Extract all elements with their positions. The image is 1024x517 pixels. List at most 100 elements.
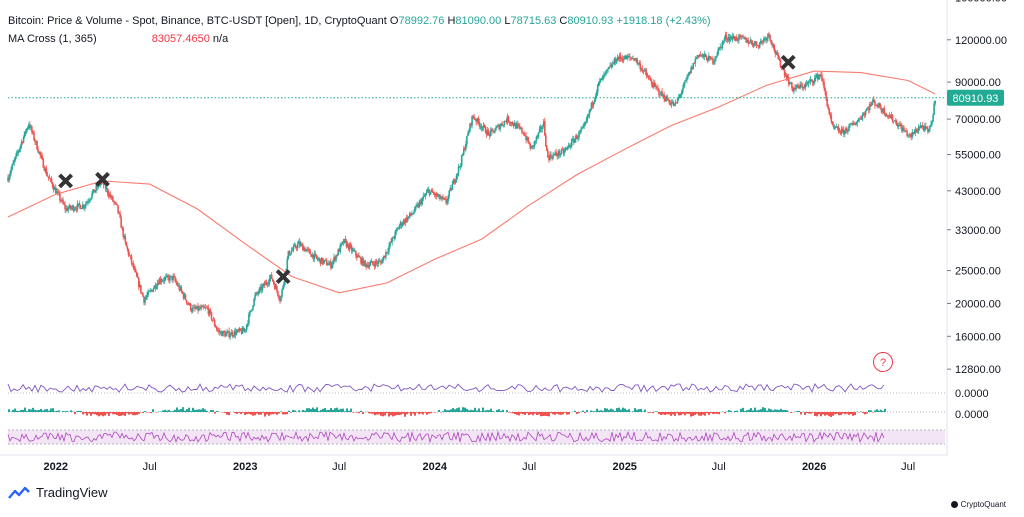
indicator-second-value: n/a: [213, 33, 228, 45]
osc2-bar: [322, 409, 324, 412]
osc3-band: [8, 430, 945, 444]
osc2-bar: [816, 412, 818, 416]
osc2-bar: [560, 412, 562, 415]
cross-marker: [277, 271, 289, 283]
candle: [126, 242, 128, 247]
help-button[interactable]: ?: [873, 352, 893, 372]
osc2-bar: [472, 410, 474, 412]
osc2-bar: [628, 409, 630, 412]
osc2-bar: [612, 409, 614, 412]
tradingview-label: TradingView: [36, 485, 108, 500]
osc2-bar: [386, 412, 388, 413]
osc2-bar: [444, 409, 446, 412]
osc2-bar: [736, 411, 738, 412]
osc2-bar: [264, 412, 266, 417]
osc2-bar: [750, 408, 752, 412]
osc2-bar: [14, 409, 16, 412]
candle: [690, 65, 692, 73]
osc2-bar: [874, 410, 876, 412]
osc2-bar: [830, 412, 832, 417]
y-tick-label: 43000.00: [955, 186, 1001, 198]
candle: [502, 125, 504, 127]
candle: [896, 119, 898, 126]
osc2-bar: [304, 411, 306, 412]
osc2-bar: [864, 412, 866, 414]
osc2-bar: [44, 409, 46, 412]
osc2-bar: [520, 412, 522, 414]
price-axis[interactable]: 160000.00120000.0090000.0070000.0055000.…: [947, 0, 1007, 376]
candle: [357, 253, 359, 258]
candle: [918, 124, 920, 134]
osc2-bar: [226, 412, 228, 415]
osc2-bar: [452, 408, 454, 412]
osc2-bar: [610, 409, 612, 412]
osc2-bar: [548, 412, 550, 416]
candle: [138, 277, 140, 290]
osc2-bar: [202, 408, 204, 412]
osc2-bar: [716, 412, 718, 414]
candle: [442, 194, 444, 200]
osc2-bar: [638, 409, 640, 412]
chart-title: Bitcoin: Price & Volume - Spot, Binance,…: [8, 15, 387, 27]
candle: [604, 73, 606, 78]
candle: [629, 53, 631, 61]
osc2-bar: [696, 412, 698, 414]
candle: [471, 116, 473, 129]
candle: [409, 211, 411, 219]
candle: [172, 273, 174, 283]
osc2-bar: [694, 412, 696, 415]
tradingview-logo[interactable]: TradingView: [8, 485, 108, 500]
osc2-bar: [318, 411, 320, 412]
osc2-bar: [136, 412, 138, 415]
osc2-bar: [380, 412, 382, 416]
osc2-bar: [324, 408, 326, 412]
osc2-bar: [640, 409, 642, 412]
osc2-bar: [574, 411, 576, 412]
osc2-bar: [578, 412, 580, 413]
osc2-bar: [772, 410, 774, 412]
osc2-bar: [412, 412, 414, 414]
osc2-bar: [488, 410, 490, 412]
osc2-bar: [250, 412, 252, 415]
candle: [766, 37, 768, 43]
osc2-bar: [80, 411, 82, 412]
osc2-bar: [92, 412, 94, 414]
tradingview-icon: [8, 486, 30, 500]
osc2-bar: [840, 412, 842, 415]
osc2-bar: [758, 410, 760, 412]
osc2-bar: [868, 410, 870, 412]
high-value: 81090.00: [455, 15, 501, 27]
osc2-bar: [776, 410, 778, 412]
osc2-bar: [390, 412, 392, 415]
candle: [29, 121, 31, 130]
osc2-bar: [274, 412, 276, 414]
osc2-bar: [76, 411, 78, 412]
osc2-bar: [862, 412, 864, 413]
candle: [64, 201, 66, 213]
change-value: +1918.18 (+2.43%): [616, 15, 710, 27]
osc2-bar: [90, 412, 92, 416]
osc2-bar: [74, 412, 76, 414]
x-tick-label: 2023: [233, 461, 257, 473]
osc2-bar: [138, 412, 140, 414]
candle: [291, 247, 293, 254]
osc2-bar: [622, 408, 624, 412]
candle: [924, 123, 926, 132]
osc2-bar: [112, 412, 114, 414]
osc2-bar: [404, 412, 406, 417]
osc2-bar: [422, 412, 424, 414]
osc2-bar: [430, 412, 432, 413]
osc2-bar: [292, 410, 294, 412]
osc2-bar: [124, 412, 126, 416]
osc2-bar: [358, 412, 360, 413]
x-tick-label: Jul: [332, 461, 346, 473]
osc2-bar: [240, 412, 242, 414]
candle: [110, 191, 112, 199]
candle: [414, 206, 416, 213]
osc2-bar: [446, 410, 448, 412]
osc2-bar: [16, 411, 18, 412]
candle: [358, 253, 360, 257]
